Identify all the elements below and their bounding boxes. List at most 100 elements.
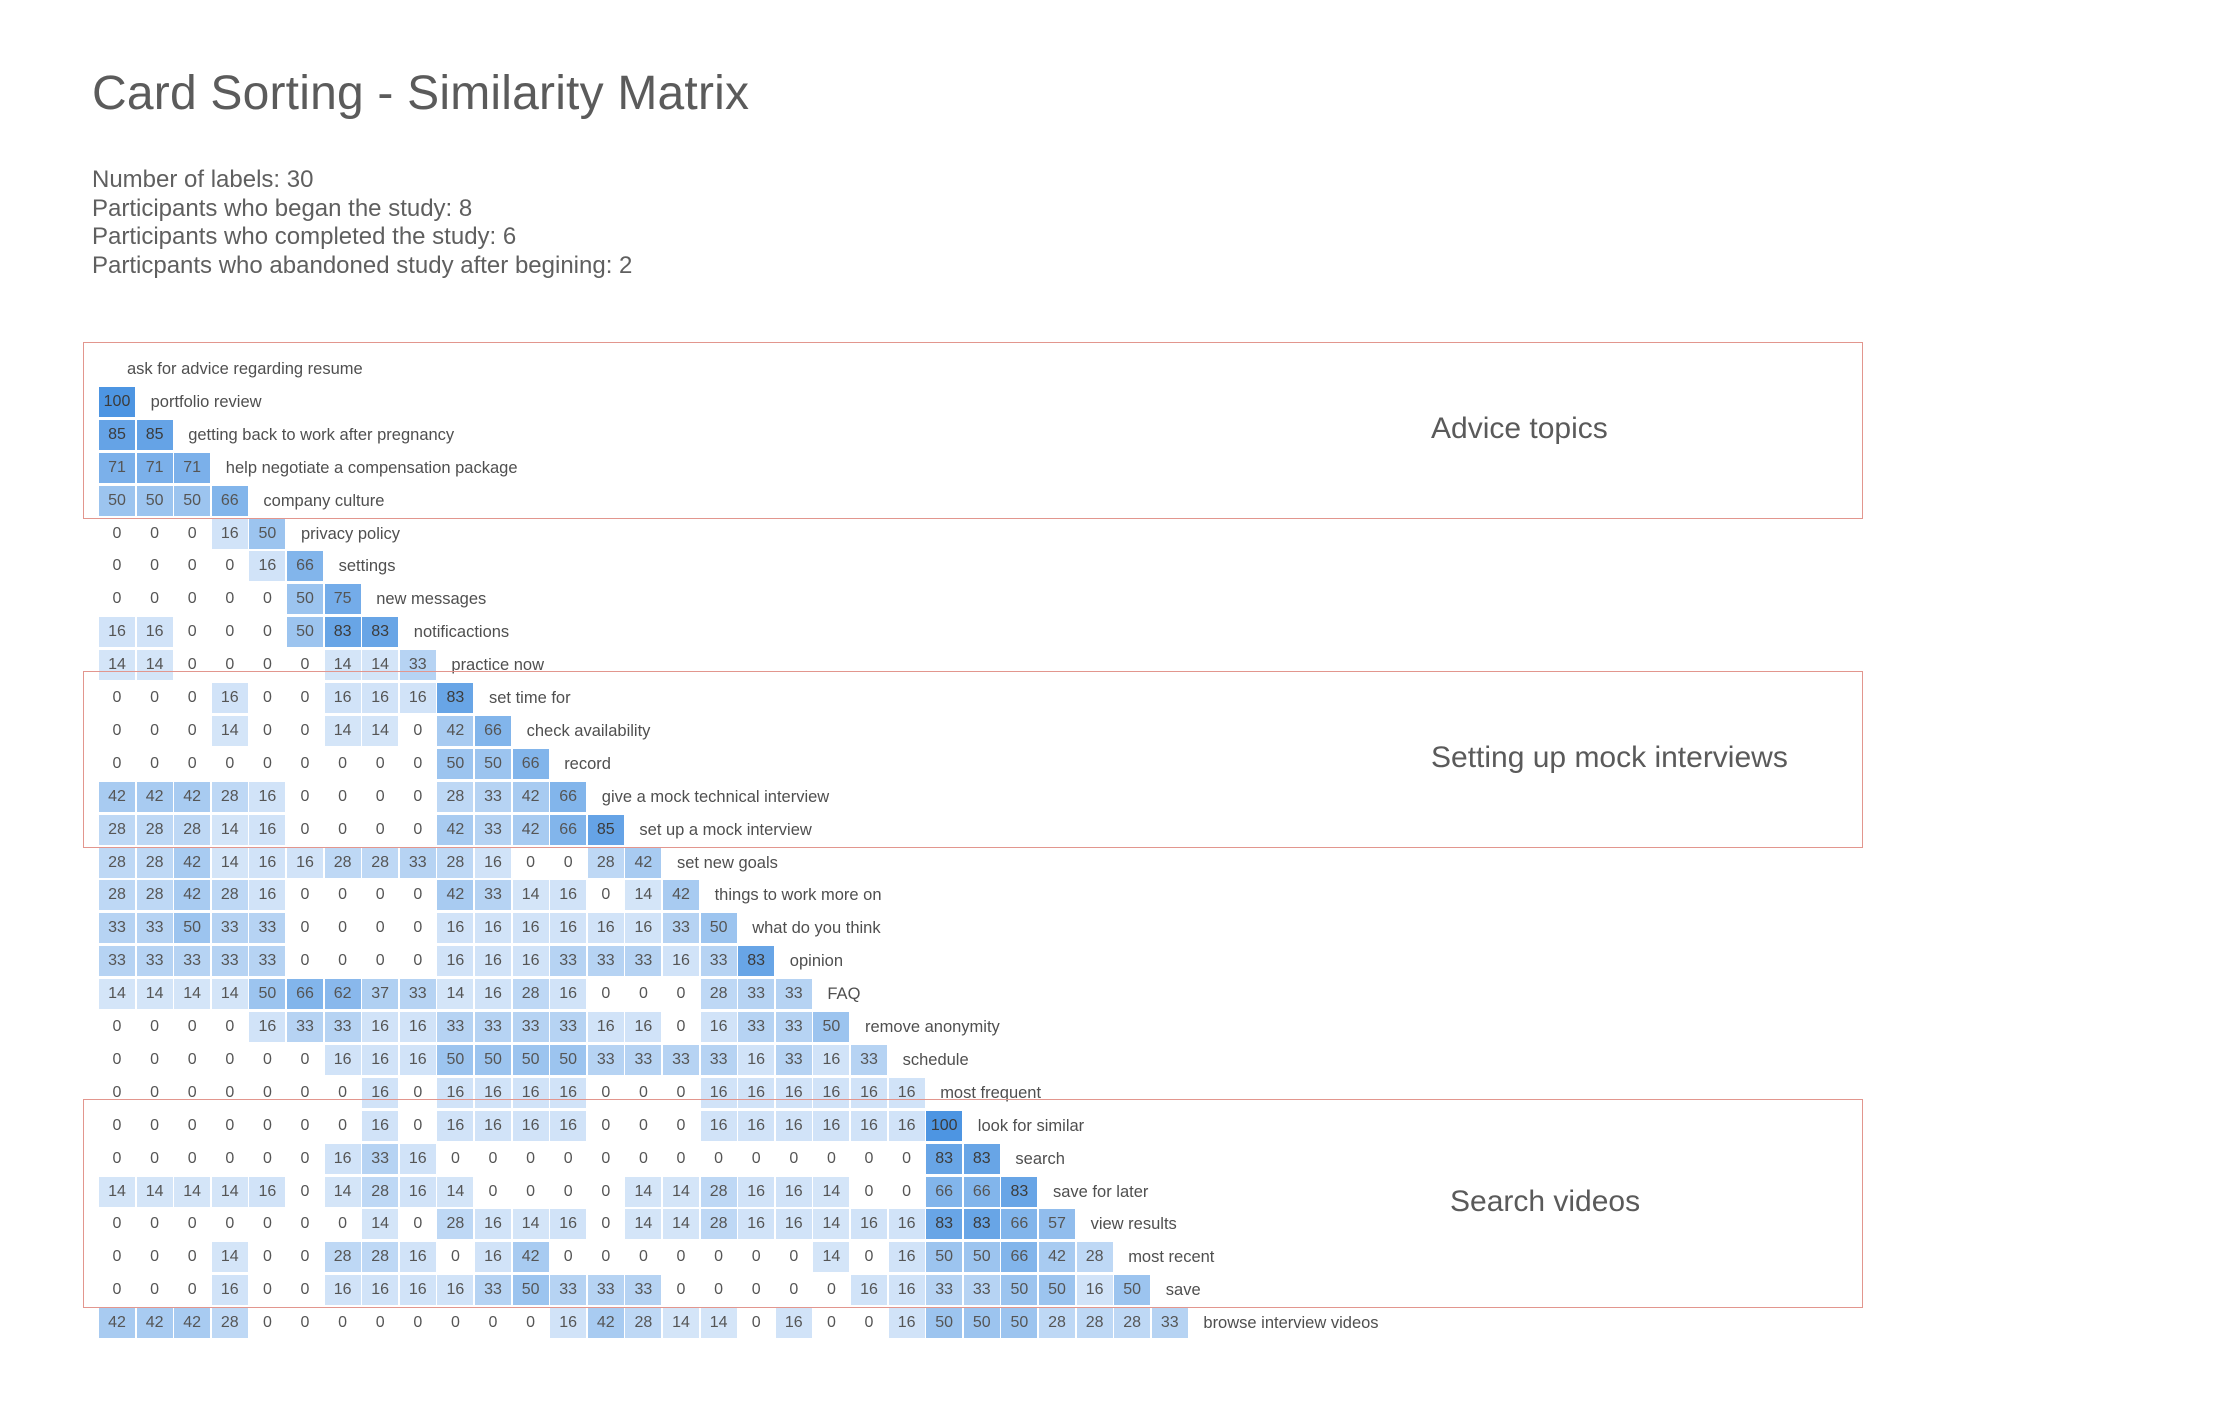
matrix-cell: 14: [663, 1209, 699, 1240]
matrix-cell: 14: [174, 1176, 211, 1207]
matrix-cell: 42: [512, 781, 549, 812]
matrix-cell: 0: [375, 787, 385, 805]
stat-participants-completed: Participants who completed the study: 6: [92, 223, 517, 250]
matrix-cell: 0: [488, 1149, 498, 1167]
matrix-cell: 0: [338, 754, 348, 772]
matrix-cell: 33: [738, 979, 775, 1010]
matrix-cell: 0: [262, 656, 272, 674]
matrix-cell: 0: [338, 1083, 348, 1101]
matrix-cell: 0: [789, 1281, 799, 1299]
matrix-cell: 33: [136, 946, 173, 977]
matrix-cell: 0: [601, 1215, 611, 1233]
matrix-cell: 0: [187, 1116, 197, 1134]
matrix-cell: 0: [225, 656, 235, 674]
matrix-cell: 0: [262, 623, 272, 641]
matrix-cell: 42: [437, 880, 474, 911]
matrix-cell: 28: [362, 1242, 399, 1273]
matrix-cell: 16: [399, 1012, 436, 1042]
matrix-cell: 33: [399, 979, 436, 1010]
row-label: opinion: [789, 952, 844, 971]
matrix-cell: 83: [437, 683, 474, 713]
matrix-cell: 0: [150, 1281, 160, 1299]
stat-number-of-labels: Number of labels: 30: [92, 166, 314, 193]
matrix-cell: 50: [512, 1044, 549, 1075]
matrix-cell: 14: [625, 1176, 662, 1207]
matrix-cell: 14: [362, 715, 399, 746]
matrix-cell: 16: [625, 913, 662, 944]
matrix-cell: 33: [550, 946, 587, 977]
matrix-cell: 75: [324, 584, 361, 615]
matrix-cell: 28: [625, 1308, 662, 1339]
matrix-cell: 50: [174, 485, 211, 516]
matrix-cell: 0: [187, 1149, 197, 1167]
row-label: settings: [338, 557, 396, 576]
row-label: FAQ: [827, 985, 861, 1004]
matrix-cell: 0: [262, 590, 272, 608]
matrix-cell: 33: [587, 1044, 624, 1075]
matrix-cell: 0: [338, 952, 348, 970]
matrix-cell: 0: [262, 1314, 272, 1332]
matrix-cell: 33: [249, 946, 286, 977]
matrix-cell: 33: [663, 1044, 699, 1075]
matrix-cell: 0: [187, 590, 197, 608]
matrix-cell: 0: [300, 1116, 310, 1134]
matrix-cell: 16: [550, 1110, 587, 1141]
matrix-cell: 66: [475, 715, 511, 746]
matrix-cell: 28: [1039, 1308, 1075, 1339]
matrix-cell: 16: [813, 1044, 850, 1075]
matrix-cell: 85: [99, 419, 135, 450]
matrix-cell: 28: [1076, 1308, 1113, 1339]
matrix-cell: 33: [550, 1275, 587, 1306]
matrix-cell: 0: [450, 1149, 460, 1167]
row-label: look for similar: [977, 1116, 1085, 1135]
matrix-cell: 28: [174, 814, 211, 845]
matrix-cell: 16: [324, 683, 361, 713]
matrix-cell: 16: [888, 1110, 925, 1141]
matrix-cell: 0: [112, 1018, 122, 1035]
matrix-cell: 0: [338, 1314, 348, 1332]
matrix-cell: 0: [676, 1248, 686, 1266]
matrix-cell: 50: [926, 1308, 963, 1339]
matrix-cell: 0: [150, 1116, 160, 1134]
matrix-cell: 0: [413, 1083, 423, 1101]
matrix-cell: 28: [324, 847, 361, 878]
matrix-cell: 0: [300, 1314, 310, 1332]
matrix-cell: 16: [475, 847, 511, 878]
matrix-cell: 16: [211, 1275, 248, 1306]
matrix-cell: 16: [399, 1275, 436, 1306]
matrix-cell: 0: [338, 886, 348, 904]
matrix-cell: 16: [775, 1077, 812, 1108]
matrix-cell: 100: [99, 386, 135, 417]
matrix-cell: 83: [963, 1143, 1000, 1174]
matrix-cell: 85: [136, 419, 173, 450]
matrix-cell: 33: [738, 1012, 775, 1042]
matrix-cell: 16: [249, 847, 286, 878]
matrix-cell: 0: [413, 886, 423, 904]
matrix-cell: 66: [512, 748, 549, 779]
matrix-cell: 0: [150, 590, 160, 608]
matrix-cell: 0: [864, 1314, 874, 1332]
matrix-cell: 16: [362, 1012, 399, 1042]
matrix-cell: 0: [864, 1182, 874, 1200]
matrix-cell: 0: [676, 1281, 686, 1299]
matrix-cell: 16: [249, 1176, 286, 1207]
matrix-cell: 16: [249, 781, 286, 812]
matrix-cell: 16: [775, 1308, 812, 1339]
matrix-cell: 0: [751, 1314, 761, 1332]
matrix-cell: 33: [287, 1012, 323, 1042]
matrix-cell: 50: [437, 1044, 474, 1075]
matrix-cell: 0: [187, 524, 197, 542]
row-label: getting back to work after pregnancy: [188, 425, 455, 444]
matrix-cell: 16: [550, 979, 587, 1010]
matrix-cell: 33: [775, 1044, 812, 1075]
matrix-cell: 0: [262, 754, 272, 772]
matrix-cell: 33: [625, 1275, 662, 1306]
matrix-cell: 28: [1114, 1308, 1151, 1339]
matrix-cell: 16: [362, 1275, 399, 1306]
matrix-cell: 50: [1001, 1275, 1038, 1306]
matrix-cell: 14: [324, 1176, 361, 1207]
matrix-cell: 42: [512, 1242, 549, 1273]
study-stats: Number of labels: 30 Participants who be…: [92, 166, 632, 280]
matrix-cell: 0: [112, 1050, 122, 1068]
matrix-cell: 0: [112, 1215, 122, 1233]
